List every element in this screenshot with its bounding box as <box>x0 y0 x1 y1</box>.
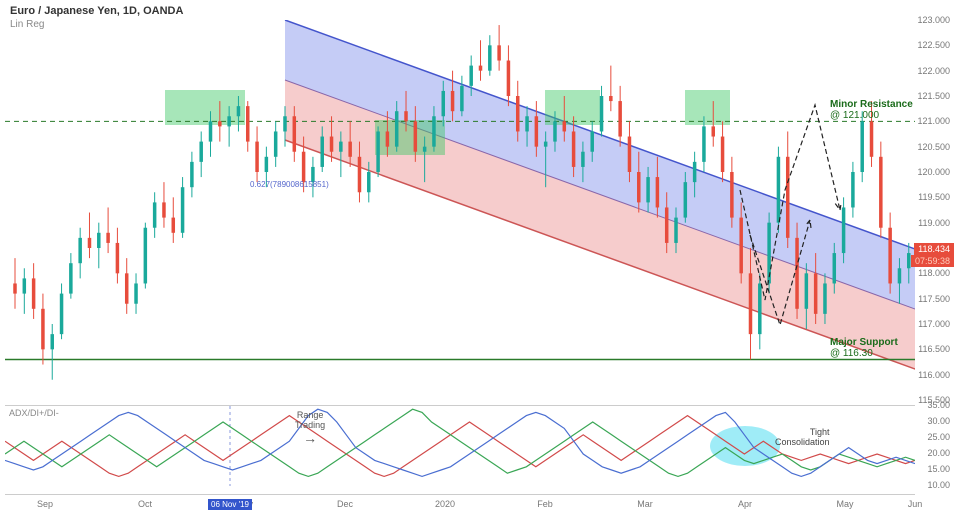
price-y-axis: 115.500116.000116.500117.000117.500118.0… <box>916 20 954 400</box>
indicator-name: ADX/DI+/DI- <box>9 408 59 418</box>
time-x-axis: SepOctNovDec2020FebMarAprMayJun06 Nov '1… <box>5 494 915 512</box>
price-chart[interactable] <box>5 20 915 400</box>
current-price-label: 118.434 <box>914 243 954 255</box>
resistance-label: Minor Resistance@ 121.000 <box>830 99 913 121</box>
fib-label: 0.627(789008615851) <box>250 180 329 189</box>
countdown-label: 07:59:38 <box>911 255 954 267</box>
symbol-title[interactable]: Euro / Japanese Yen, 1D, OANDA <box>10 5 183 17</box>
chart-root: Euro / Japanese Yen, 1D, OANDA Lin Reg 1… <box>0 0 954 512</box>
indicator-y-axis: 10.0015.0020.0025.0030.0035.00 <box>916 405 954 485</box>
consolidation-label: TightConsolidation <box>775 427 830 447</box>
date-marker: 06 Nov '19 <box>208 499 252 510</box>
range-trading-label: RangeTrading→ <box>295 410 325 446</box>
support-label: Major Support@ 116.30 <box>830 337 898 359</box>
